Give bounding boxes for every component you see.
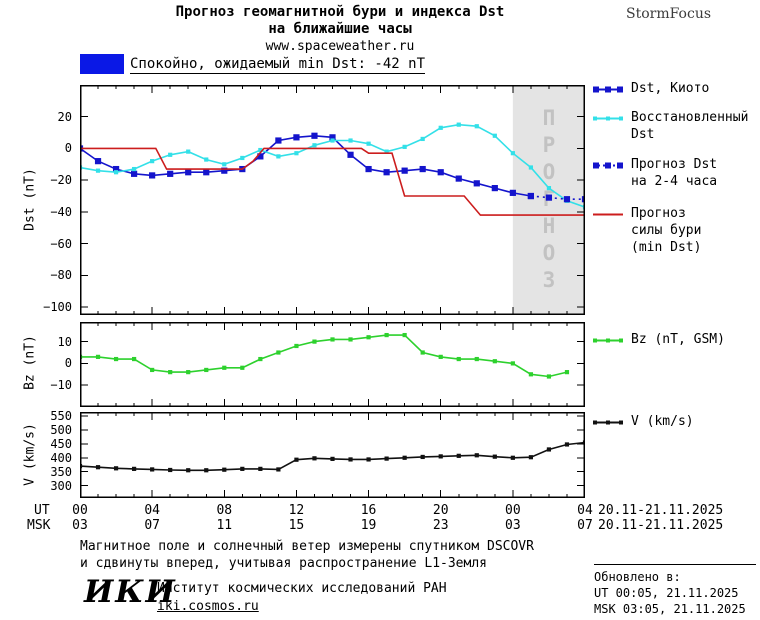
y-tick-label: −100 <box>43 300 72 315</box>
y-tick-label: 350 <box>50 464 72 479</box>
y-tick-label: 450 <box>50 436 72 451</box>
legend-label-forecast-dst: Прогноз Dst на 2-4 часа <box>631 157 718 189</box>
svg-text:О: О <box>543 241 556 265</box>
x-tick-label: 04 <box>144 503 160 518</box>
iki-link[interactable]: iki.cosmos.ru <box>157 599 259 614</box>
y-tick-label: −60 <box>50 236 72 251</box>
y-tick-label: 400 <box>50 450 72 465</box>
legend-label-v: V (km/s) <box>631 414 694 429</box>
spaceweather-link[interactable]: www.spaceweather.ru <box>265 39 415 54</box>
x-tick-label: 23 <box>432 518 449 533</box>
x-tick-label: 16 <box>360 503 377 518</box>
legend-sample-bz <box>593 338 623 343</box>
legend-sample-forecast-storm <box>593 213 623 216</box>
ut-axis-prefix: UT <box>34 503 50 518</box>
legend-item-forecast-dst: Прогноз Dst на 2-4 часа <box>592 157 760 191</box>
x-tick-label: 07 <box>577 518 593 533</box>
x-tick-label: 20 <box>432 503 449 518</box>
status-text: Спокойно, ожидаемый min Dst: -42 nT <box>130 56 426 74</box>
page-title-line1: Прогноз геомагнитной бури и индекса Dst <box>175 4 505 20</box>
svg-text:З: З <box>543 268 556 292</box>
x-tick-label: 12 <box>288 503 305 518</box>
legend-sample-v <box>593 420 623 425</box>
iki-logo: ИКИ <box>84 574 177 610</box>
legend-item-forecast-storm: Прогноз силы бури (min Dst) <box>592 206 760 257</box>
y-tick-label: 10 <box>57 334 72 349</box>
legend-item-dst-kyoto: Dst, Киото <box>592 81 760 98</box>
legend-sample-forecast-dst <box>593 162 623 169</box>
institute-name: Институт космических исследований РАН <box>157 581 447 596</box>
x-tick-label: 15 <box>288 518 305 533</box>
updated-block: Обновлено в: UT 00:05, 21.11.2025 MSK 03… <box>594 564 756 617</box>
y-tick-label: 0 <box>64 141 72 156</box>
updated-ut: UT 00:05, 21.11.2025 <box>594 586 739 600</box>
x-tick-label: 08 <box>216 503 233 518</box>
svg-text:П: П <box>543 106 556 130</box>
updated-label: Обновлено в: <box>594 570 681 584</box>
svg-text:О: О <box>543 160 556 184</box>
v-chart <box>80 412 585 498</box>
legend-label-bz: Bz (nT, GSM) <box>631 332 725 347</box>
legend-item-reconstructed: Восстановленный Dst <box>592 110 760 144</box>
bz-chart <box>80 322 585 407</box>
v-yticks: 550 500 450 400 350 300 <box>36 409 76 498</box>
y-tick-label: −10 <box>50 378 72 393</box>
updated-msk: MSK 03:05, 21.11.2025 <box>594 602 746 616</box>
x-tick-label: 00 <box>72 503 88 518</box>
x-tick-label: 03 <box>72 518 88 533</box>
legend-sample-dst-kyoto <box>593 86 623 93</box>
bz-yticks: 10 0 −10 <box>36 322 76 407</box>
legend-item-v: V (km/s) <box>592 414 760 431</box>
dst-chart: ПРОГНОЗ <box>80 85 585 315</box>
x-tick-label: 03 <box>505 518 521 533</box>
svg-text:Н: Н <box>543 214 556 238</box>
footer-note-line2: и сдвинуты вперед, учитывая распростране… <box>80 556 487 571</box>
header: Прогноз геомагнитной бури и индекса Dst … <box>60 4 620 54</box>
y-tick-label: −20 <box>50 173 72 188</box>
legend-label-reconstructed: Восстановленный Dst <box>631 110 749 142</box>
svg-text:Р: Р <box>543 133 556 157</box>
y-tick-label: −40 <box>50 204 72 219</box>
x-tick-label: 19 <box>360 518 377 533</box>
y-tick-label: 550 <box>50 409 72 424</box>
legend-item-bz: Bz (nT, GSM) <box>592 332 760 349</box>
dst-yticks: 20 0 −20 −40 −60 −80 −100 <box>36 85 76 315</box>
page-title-line2: на ближайшие часы <box>268 21 412 37</box>
x-tick-label: 11 <box>216 518 233 533</box>
legend-label-forecast-storm: Прогноз силы бури (min Dst) <box>631 206 702 255</box>
x-tick-label: 07 <box>144 518 160 533</box>
y-tick-label: 300 <box>50 478 72 493</box>
footer-note-line1: Магнитное поле и солнечный ветер измерен… <box>80 539 534 554</box>
brand-label: StormFocus <box>626 6 712 22</box>
legend-sample-reconstructed <box>593 116 623 121</box>
x-tick-label: 04 <box>577 503 593 518</box>
msk-axis-prefix: MSK <box>27 518 51 533</box>
storm-level-indicator <box>80 54 124 74</box>
y-tick-label: −80 <box>50 268 72 283</box>
msk-date-range: 20.11-21.11.2025 <box>598 518 724 533</box>
x-tick-label: 00 <box>505 503 521 518</box>
y-tick-label: 500 <box>50 423 72 438</box>
ut-date-range: 20.11-21.11.2025 <box>598 503 724 518</box>
y-tick-label: 20 <box>57 109 72 124</box>
y-tick-label: 0 <box>64 356 72 371</box>
legend-label-dst-kyoto: Dst, Киото <box>631 81 710 96</box>
